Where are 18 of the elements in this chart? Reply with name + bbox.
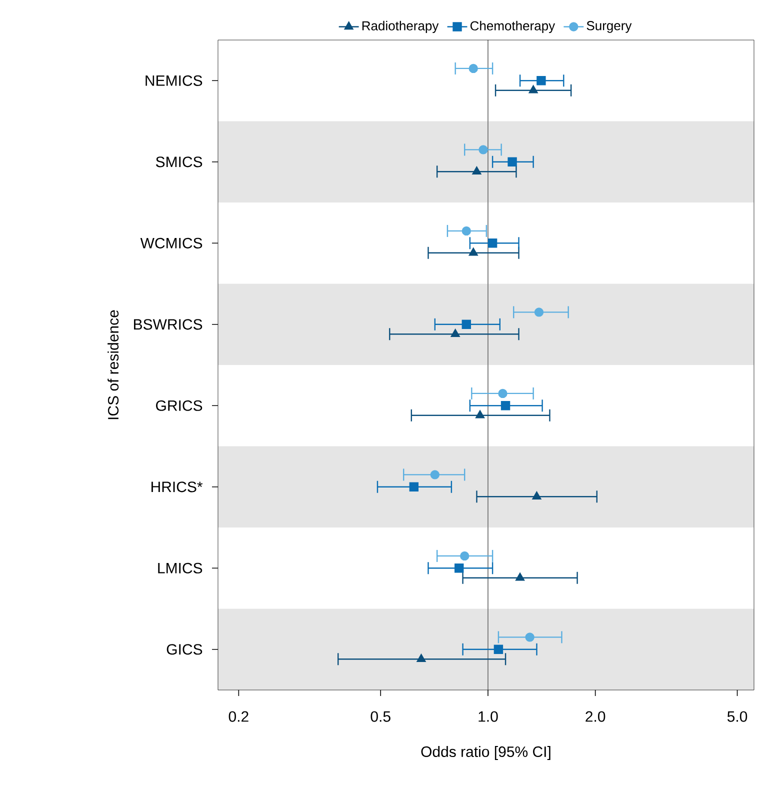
x-axis-title: Odds ratio [95% CI] <box>421 746 550 760</box>
x-tick-label: 0.5 <box>370 711 390 722</box>
y-axis-title: ICS of residence <box>108 310 119 420</box>
x-tick-label: 0.2 <box>228 711 248 722</box>
y-tick-label: NEMICS <box>146 75 202 86</box>
legend-label: Surgery <box>586 21 632 33</box>
y-tick-label: GICS <box>166 644 202 655</box>
legend-label: Chemotherapy <box>470 20 556 34</box>
x-tick-label: 5.0 <box>727 711 748 722</box>
y-tick-label: SMICS <box>156 156 202 168</box>
y-tick-label: HRICS* <box>152 482 203 492</box>
y-tick-label: WCMICS <box>140 238 202 248</box>
y-tick-label: LMICS <box>158 562 202 574</box>
legend-label: Radiotherapy <box>362 20 439 34</box>
y-tick-label: BSWRICS <box>134 319 202 330</box>
x-tick-label: 2.0 <box>586 711 606 722</box>
x-tick-label: 1.0 <box>478 711 498 722</box>
y-tick-label: GRICS <box>156 400 202 411</box>
